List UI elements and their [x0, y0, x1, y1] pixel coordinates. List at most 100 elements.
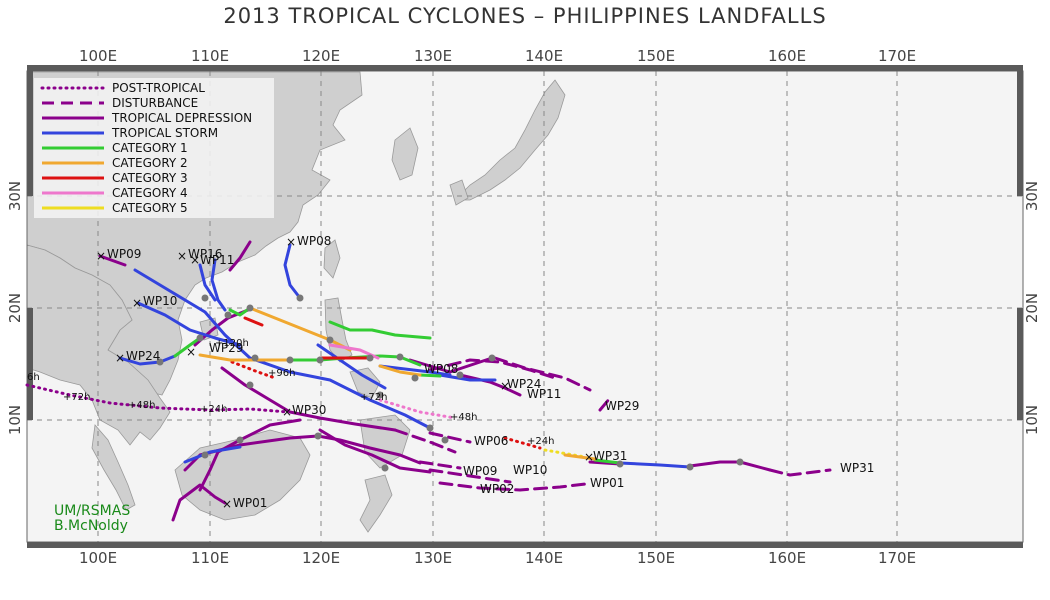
time-label: +120h: [215, 338, 249, 349]
taiwan: [323, 239, 341, 279]
time-label: +96h: [268, 368, 295, 379]
storm-labels: WP09 WP16 WP11 WP08 WP10 WP24 WP29 WP08 …: [107, 234, 874, 510]
lat-label-left: 30N: [6, 181, 24, 211]
svg-text:×: ×: [190, 253, 200, 267]
legend-item: CATEGORY 1: [42, 141, 188, 155]
track-disturbance: [418, 460, 462, 470]
track-post-tropical: [503, 436, 542, 450]
track-cat1: [228, 306, 252, 317]
lon-label-bottom: 140E: [525, 549, 563, 567]
track-post-tropical: [25, 383, 290, 414]
storm-label: WP01: [590, 476, 624, 490]
lon-label-bottom: 150E: [637, 549, 675, 567]
svg-text:×: ×: [132, 296, 142, 310]
lon-label-bottom: 120E: [302, 549, 340, 567]
track-ts: [283, 243, 302, 300]
track-cat2: [198, 353, 292, 362]
svg-text:×: ×: [500, 379, 510, 393]
storm-label: WP31: [840, 461, 874, 475]
storm-label: WP24: [126, 349, 160, 363]
storm-label: WP08: [424, 362, 458, 376]
lon-label-top: 140E: [525, 47, 563, 65]
legend-label: CATEGORY 1: [112, 141, 188, 155]
legend-label: CATEGORY 5: [112, 201, 188, 215]
track-disturbance: [438, 481, 587, 492]
lon-labels-bottom: 100E 110E 120E 130E 140E 150E 160E 170E: [79, 549, 916, 567]
storm-label: WP08: [297, 234, 331, 248]
svg-text:×: ×: [115, 351, 125, 365]
map-title: 2013 TROPICAL CYCLONES – PHILIPPINES LAN…: [223, 4, 827, 28]
legend-item: DISTURBANCE: [42, 96, 198, 110]
legend-item: POST-TROPICAL: [40, 81, 205, 95]
japan: [454, 79, 566, 201]
legend-item: CATEGORY 3: [42, 171, 188, 185]
track-cat2: [248, 306, 352, 352]
lat-label-right: 30N: [1023, 181, 1041, 211]
legend-label: CATEGORY 3: [112, 171, 188, 185]
time-label: +24h: [527, 436, 554, 447]
credit-line: UM/RSMAS: [54, 503, 130, 519]
track-disturbance: [428, 468, 512, 484]
track-ts: [198, 263, 217, 302]
storm-label: WP02: [480, 482, 514, 496]
track-ts: [118, 354, 177, 366]
storm-label: WP06: [474, 434, 508, 448]
track-td: [688, 460, 772, 472]
legend-item: TROPICAL DEPRESSION: [42, 111, 252, 125]
legend-label: POST-TROPICAL: [112, 81, 205, 95]
lon-label-bottom: 130E: [414, 549, 452, 567]
lon-label-bottom: 110E: [191, 549, 229, 567]
legend-label: TROPICAL DEPRESSION: [111, 111, 252, 125]
track-td: [228, 240, 252, 272]
svg-text:×: ×: [186, 345, 196, 359]
legend-item: CATEGORY 4: [42, 186, 188, 200]
time-label: 6h: [27, 372, 40, 383]
sulawesi: [359, 474, 393, 533]
track-ts: [378, 364, 452, 377]
time-label: +72h: [63, 392, 90, 403]
track-ts: [210, 258, 227, 312]
track-cat2: [563, 453, 597, 461]
lon-label-top: 120E: [302, 47, 340, 65]
lon-label-top: 130E: [414, 47, 452, 65]
track-td: [220, 366, 397, 432]
lat-label-right: 10N: [1023, 405, 1041, 435]
storm-label: WP09: [463, 464, 497, 478]
lon-labels-top: 100E 110E 120E 130E 140E 150E 160E 170E: [79, 47, 916, 65]
track-td: [171, 483, 227, 522]
svg-text:×: ×: [96, 249, 106, 263]
time-label: +48h: [128, 400, 155, 411]
track-cat3: [243, 316, 264, 327]
track-points: [156, 294, 744, 472]
track-td: [198, 418, 302, 492]
korea: [391, 127, 419, 181]
map-frame: [26, 65, 1024, 548]
track-ts: [183, 445, 242, 464]
svg-text:×: ×: [584, 450, 594, 464]
kyushu: [449, 179, 469, 206]
storm-label: WP10: [513, 463, 547, 477]
time-label: +48h: [450, 412, 477, 423]
track-ts: [438, 373, 497, 382]
lon-label-top: 110E: [191, 47, 229, 65]
storm-label: WP29: [209, 341, 243, 355]
lon-label-top: 100E: [79, 47, 117, 65]
malay-peninsula: [91, 424, 136, 511]
storm-label: WP11: [527, 387, 561, 401]
lon-label-bottom: 160E: [768, 549, 806, 567]
time-label: +24h: [200, 404, 227, 415]
lon-label-bottom: 170E: [878, 549, 916, 567]
visayas: [349, 367, 381, 399]
time-label: +72h: [360, 392, 387, 403]
lon-label-top: 170E: [878, 47, 916, 65]
track-disturbance: [768, 468, 832, 477]
lon-label-bottom: 100E: [79, 549, 117, 567]
end-markers: × × ×× ×× ×× ×× ×: [96, 235, 594, 511]
storm-label: WP10: [143, 294, 177, 308]
credit-line: B.McNoldy: [54, 518, 128, 534]
legend-label: CATEGORY 4: [112, 186, 188, 200]
storm-label: WP29: [605, 399, 639, 413]
track-ts: [133, 268, 432, 430]
legend-label: DISTURBANCE: [112, 96, 198, 110]
storm-label: WP09: [107, 247, 141, 261]
